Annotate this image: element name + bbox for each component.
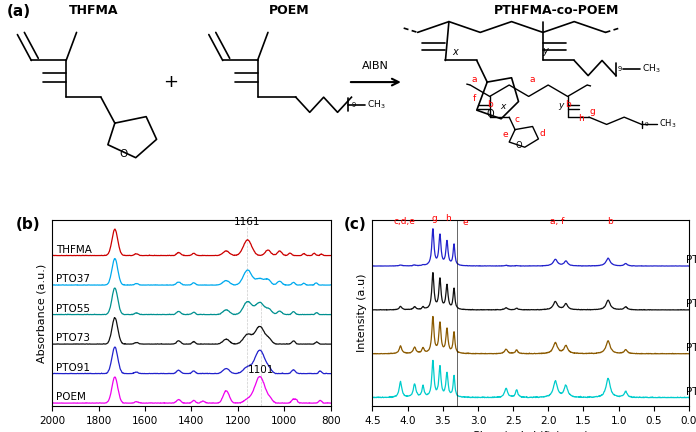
Text: $x$: $x$ (452, 47, 460, 57)
Text: O: O (119, 149, 127, 159)
Text: THFMA: THFMA (56, 245, 92, 255)
Text: $_{9}$: $_{9}$ (644, 121, 649, 130)
Text: PTO37: PTO37 (56, 274, 90, 284)
Text: PTO37: PTO37 (686, 387, 696, 397)
Text: PTO73: PTO73 (56, 334, 90, 343)
Text: 1161: 1161 (234, 217, 260, 227)
Y-axis label: Intensity (a.u): Intensity (a.u) (357, 274, 367, 353)
Text: e: e (503, 130, 508, 139)
Text: PTO91: PTO91 (56, 363, 90, 373)
Text: h: h (445, 214, 451, 223)
Text: AIBN: AIBN (363, 61, 389, 71)
Text: +: + (163, 73, 178, 91)
Text: b: b (564, 100, 571, 109)
Text: CH$_3$: CH$_3$ (367, 98, 386, 111)
Text: PTO73: PTO73 (686, 299, 696, 309)
Text: h: h (578, 114, 584, 123)
Text: O: O (487, 109, 494, 120)
Text: $_{9}$: $_{9}$ (351, 100, 357, 110)
Text: a: a (471, 75, 477, 84)
Text: $y$: $y$ (558, 101, 566, 112)
Text: THFMA: THFMA (69, 4, 119, 17)
Text: $y$: $y$ (542, 46, 551, 58)
Text: O: O (516, 141, 522, 150)
Text: (a): (a) (7, 4, 31, 19)
Text: POEM: POEM (269, 4, 309, 17)
Text: b: b (487, 100, 493, 109)
Text: c: c (514, 115, 519, 124)
Text: $_{9}$: $_{9}$ (617, 64, 623, 74)
Text: PTO91: PTO91 (686, 255, 696, 265)
Text: 1101: 1101 (248, 365, 274, 375)
Text: PTO55: PTO55 (56, 304, 90, 314)
Text: CH$_3$: CH$_3$ (659, 118, 677, 130)
Text: f: f (473, 94, 476, 102)
Text: CH$_3$: CH$_3$ (642, 63, 661, 75)
Text: (b): (b) (16, 216, 40, 232)
Text: d: d (539, 129, 545, 138)
Text: PTHFMA-co-POEM: PTHFMA-co-POEM (494, 4, 619, 17)
Text: $x$: $x$ (500, 102, 507, 111)
Text: g: g (432, 214, 437, 223)
Text: a, f: a, f (550, 217, 564, 226)
Text: (c): (c) (344, 216, 367, 232)
Text: g: g (589, 107, 595, 116)
Text: c,d,e: c,d,e (393, 217, 415, 226)
Text: b: b (607, 217, 612, 226)
Text: PTO55: PTO55 (686, 343, 696, 353)
Text: POEM: POEM (56, 392, 86, 402)
Text: e: e (462, 219, 468, 227)
Y-axis label: Absorbance (a.u.): Absorbance (a.u.) (37, 264, 47, 363)
Text: a: a (530, 75, 535, 84)
